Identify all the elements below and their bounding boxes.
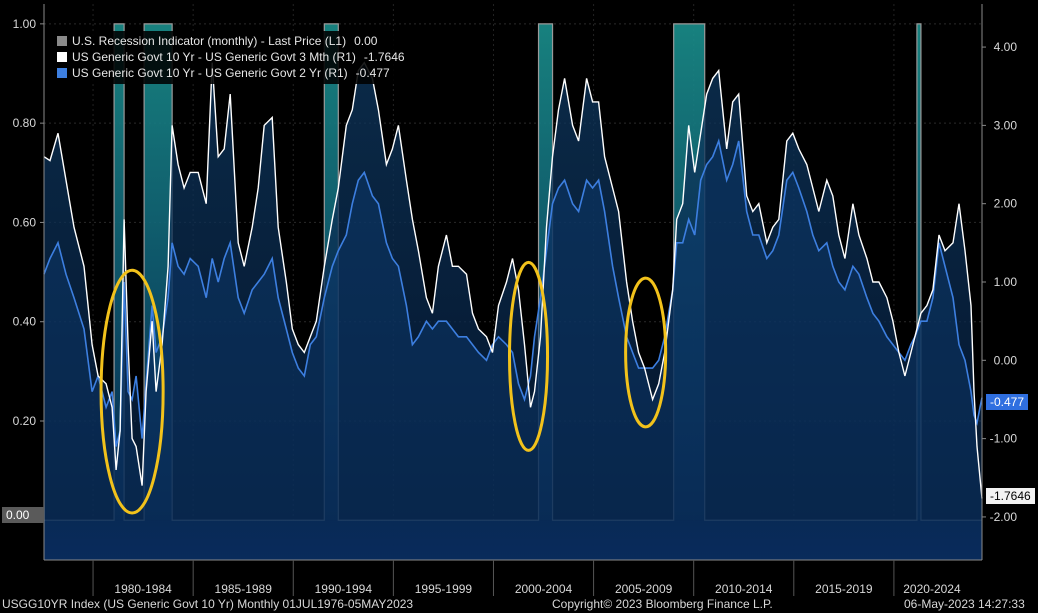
right-tick-label: 3.00 — [994, 118, 1018, 132]
left-tick-label: 0.40 — [13, 315, 37, 329]
highlight-circle-2000-2001 — [507, 260, 550, 452]
legend-swatch-gray — [57, 36, 67, 46]
legend-swatch-blue — [57, 68, 67, 78]
x-tick-label: 1990-1994 — [315, 582, 373, 596]
legend-item-10y-2y: US Generic Govt 10 Yr - US Generic Govt … — [57, 65, 405, 81]
right-tick-label: 0.00 — [994, 353, 1018, 367]
legend-label: U.S. Recession Indicator (monthly) - Las… — [72, 34, 347, 48]
legend-item-10y-3m: US Generic Govt 10 Yr - US Generic Govt … — [57, 49, 405, 65]
legend: U.S. Recession Indicator (monthly) - Las… — [53, 31, 411, 84]
highlight-circle-2006-2007 — [624, 276, 668, 429]
footer-copyright: Copyright© 2023 Bloomberg Finance L.P. — [552, 597, 773, 611]
right-tick-label: -2.00 — [990, 510, 1018, 524]
highlight-circle-1979-1982 — [99, 268, 165, 515]
axes: 1.00 0.80 0.60 0.40 0.20 4.00 3.00 2.00 1.00 0.00… — [13, 4, 1018, 596]
recession-bar — [916, 23, 921, 521]
blue-last-value-tag: -0.477 — [986, 394, 1029, 410]
right-tick-label: 4.00 — [994, 40, 1018, 54]
highlight-circles — [99, 260, 668, 515]
legend-value: -1.7646 — [363, 50, 405, 64]
line-10y-2y — [43, 138, 983, 447]
x-tick-label: 2015-2019 — [815, 582, 873, 596]
x-tick-label: 1980-1984 — [114, 582, 172, 596]
legend-item-recession: U.S. Recession Indicator (monthly) - Las… — [57, 33, 405, 49]
right-tick-label: 2.00 — [994, 197, 1018, 211]
legend-label: US Generic Govt 10 Yr - US Generic Govt … — [72, 66, 348, 80]
footer-timestamp: 06-May-2023 14:27:33 — [904, 597, 1025, 611]
left-tick-label: 0.20 — [13, 414, 37, 428]
x-tick-label: 2010-2014 — [715, 582, 773, 596]
x-tick-label: 1985-1989 — [215, 582, 273, 596]
x-tick-label: 2020-2024 — [903, 582, 961, 596]
legend-value: 0.00 — [354, 34, 378, 48]
footer: USGG10YR Index (US Generic Govt 10 Yr) M… — [0, 595, 1038, 613]
x-tick-label: 1995-1999 — [415, 582, 473, 596]
right-tick-label: 1.00 — [994, 275, 1018, 289]
area-10y-2y — [44, 141, 982, 560]
white-last-value-tag: -1.7646 — [986, 488, 1035, 504]
left-tick-label: 0.80 — [13, 116, 37, 130]
footer-ticker: USGG10YR Index (US Generic Govt 10 Yr) M… — [2, 597, 414, 611]
legend-value: -0.477 — [355, 66, 390, 80]
legend-swatch-white — [57, 52, 67, 62]
left-zero-tag: 0.00 — [2, 507, 44, 523]
recession-bar — [114, 23, 125, 521]
line-10y-3m — [43, 61, 983, 499]
x-tick-label: 2000-2004 — [515, 582, 573, 596]
right-tick-label: -1.00 — [990, 432, 1018, 446]
x-tick-label: 2005-2009 — [615, 582, 673, 596]
left-tick-label: 0.60 — [13, 215, 37, 229]
legend-label: US Generic Govt 10 Yr - US Generic Govt … — [72, 50, 356, 64]
spread-lines — [43, 61, 983, 499]
left-tick-label: 1.00 — [13, 17, 37, 31]
